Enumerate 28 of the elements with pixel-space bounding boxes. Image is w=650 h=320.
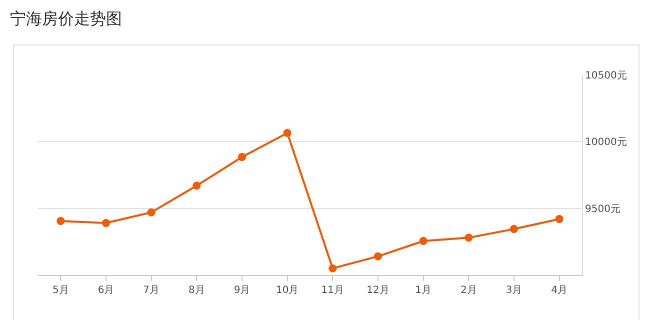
x-tick-label: 1月 [415,285,432,296]
y-tick-label: 10500元 [585,70,627,82]
point [328,264,337,272]
point [56,217,65,225]
point [192,182,201,190]
point [283,129,292,137]
x-tick-label: 7月 [143,285,160,296]
point [238,153,246,161]
x-tick-label: 11月 [321,285,344,296]
x-tick-label: 10月 [276,285,299,296]
x-tick-label: 6月 [98,285,114,296]
point [147,208,156,216]
chart-title: 宁海房价走势图 [10,9,122,28]
point [102,219,110,227]
y-tick-label: 9500元 [585,204,620,215]
point [419,237,428,245]
x-tick-label: 3月 [506,285,522,296]
x-tick-label: 5月 [52,285,69,296]
x-tick-label: 8月 [188,285,205,296]
x-tick-label: 12月 [366,285,390,296]
point [555,215,564,223]
point [464,234,473,242]
x-tick-label: 2月 [460,285,477,296]
x-tick-label: 9月 [234,285,250,296]
point [510,225,518,233]
x-tick-label: 4月 [551,285,568,296]
point [374,252,382,260]
y-tick-label: 10000元 [585,137,627,148]
